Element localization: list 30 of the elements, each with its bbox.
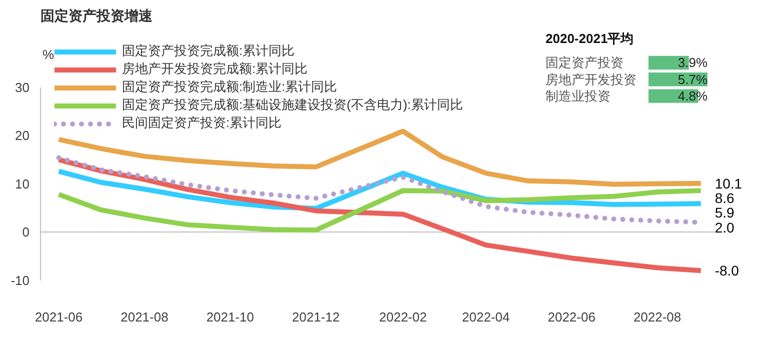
x-tick-label: 2021-12 bbox=[292, 310, 340, 324]
legend-label: 房地产开发投资完成额:累计同比 bbox=[122, 60, 308, 78]
legend-label: 民间固定资产投资:累计同比 bbox=[122, 114, 282, 132]
data-label: 5.7% bbox=[678, 72, 708, 87]
data-label: 8.6 bbox=[714, 190, 735, 206]
y-tick-label: 制造业投资 bbox=[546, 88, 610, 104]
data-label: -8.0 bbox=[714, 262, 740, 279]
y-tick-label: 0 bbox=[22, 224, 30, 240]
data-label: 2.0 bbox=[714, 219, 735, 236]
y-tick-label: 20 bbox=[15, 128, 30, 144]
x-tick-label: 2021-10 bbox=[206, 310, 254, 324]
data-label: 5.9 bbox=[714, 204, 735, 221]
x-tick-label: 2022-08 bbox=[633, 310, 682, 324]
y-tick-label: 固定资产投资 bbox=[546, 55, 624, 70]
y-tick-label: 30 bbox=[15, 80, 30, 95]
x-tick-label: 2022-04 bbox=[462, 310, 510, 324]
legend-label: 固定资产投资完成额:制造业:累计同比 bbox=[122, 78, 338, 96]
y-tick-label: 10 bbox=[15, 176, 30, 192]
data-label: 10.1 bbox=[714, 175, 742, 192]
x-tick-label: 2021-06 bbox=[34, 310, 83, 324]
x-tick-label: 2021-08 bbox=[120, 310, 168, 324]
legend-label: 固定资产投资完成额:累计同比 bbox=[122, 42, 295, 60]
legend-label: 固定资产投资完成额:基础设施建设投资(不含电力):累计同比 bbox=[122, 96, 463, 114]
x-tick-label: 2022-02 bbox=[379, 310, 427, 324]
chart-title: 2020-2021平均 bbox=[546, 30, 634, 46]
y-axis-title: % bbox=[42, 47, 54, 62]
y-tick-label: -10 bbox=[10, 272, 30, 288]
chart-title: 固定资产投资增速 bbox=[40, 8, 154, 24]
x-tick-label: 2022-06 bbox=[548, 310, 596, 324]
y-tick-label: 房地产开发投资 bbox=[546, 72, 636, 87]
